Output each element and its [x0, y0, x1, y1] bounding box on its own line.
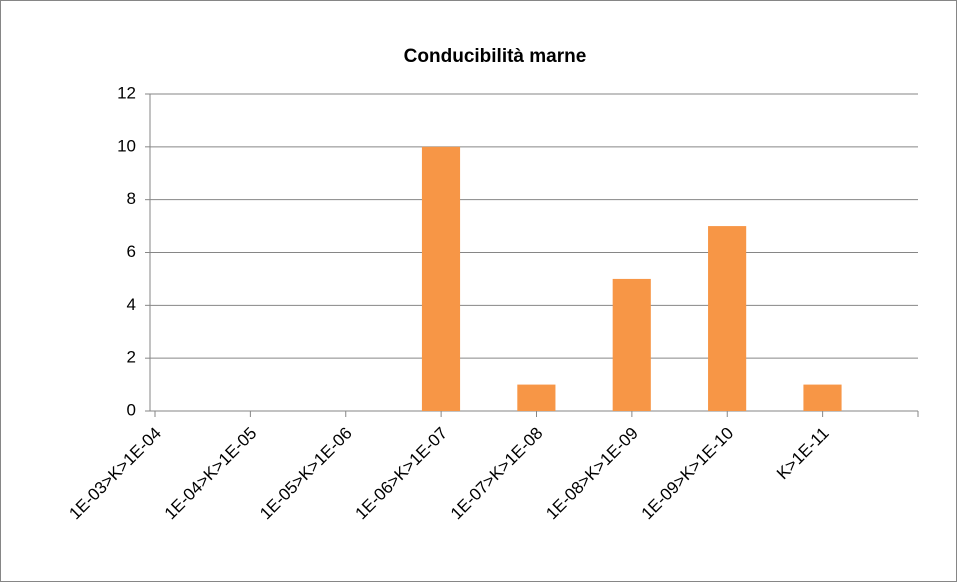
y-tick-label: 2: [127, 348, 136, 367]
bar: [803, 384, 842, 411]
y-tick-label: 0: [127, 400, 136, 419]
bar: [517, 384, 556, 411]
bar: [612, 278, 651, 411]
chart-title: Conducibilità marne: [404, 46, 587, 67]
y-tick-label: 4: [127, 295, 136, 314]
bar: [708, 226, 747, 411]
y-tick-label: 10: [117, 136, 136, 155]
y-tick-label: 6: [127, 242, 136, 261]
y-tick-label: 8: [127, 189, 136, 208]
y-tick-label: 12: [117, 83, 136, 102]
bar: [421, 146, 461, 412]
